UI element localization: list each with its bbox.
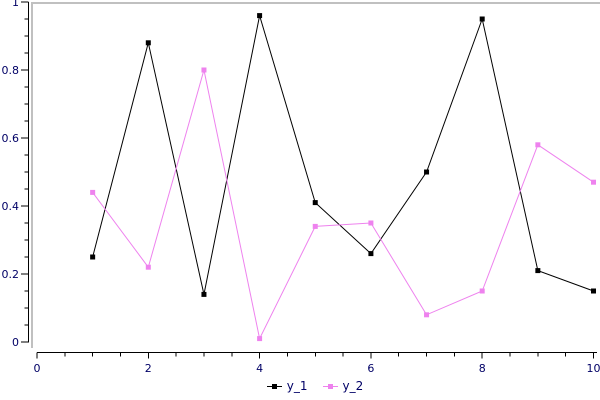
series-y_1-marker — [145, 40, 151, 46]
x-tick-label: 0 — [34, 362, 41, 375]
x-tick-label: 2 — [145, 362, 152, 375]
series-y_2-marker — [90, 189, 96, 195]
series-y_2-line — [92, 69, 594, 341]
y-tick-label: 1 — [12, 0, 19, 9]
canvas-frame-top-border — [31, 2, 600, 4]
series-y_1-marker — [257, 13, 263, 19]
series-y_1-marker — [90, 254, 96, 260]
y-tick-label: 0.4 — [2, 200, 20, 213]
series-y_2-marker — [257, 336, 263, 342]
x-tick-label: 8 — [479, 362, 486, 375]
series-y_2-marker — [201, 67, 207, 73]
chart-legend: y_1 y_2 — [0, 379, 600, 393]
canvas-frame-left-border — [31, 2, 33, 348]
series-y_1-marker — [591, 288, 596, 294]
y-tick-label: 0.8 — [2, 64, 20, 77]
series-y_2-marker — [479, 288, 485, 294]
series-y_2-marker — [368, 220, 374, 226]
series-y_1 — [90, 13, 596, 297]
tick-labels: 0 2 4 6 8 10 0 0.2 0.4 0.6 0.8 1 — [2, 0, 600, 375]
y-tick-label: 0.6 — [2, 132, 20, 145]
series-y_2-marker — [145, 264, 151, 270]
series-y_1-marker — [312, 200, 318, 206]
series-y_1-marker — [368, 251, 374, 257]
legend-item-y_1: y_1 — [266, 379, 308, 393]
axes — [21, 1, 597, 359]
series-y_1-marker — [424, 169, 430, 175]
series-y_2-marker — [424, 312, 430, 318]
series-y_2-marker — [591, 179, 596, 185]
series-y_2 — [90, 67, 596, 342]
legend-label-y_2: y_2 — [342, 379, 364, 393]
series-y_2-marker — [312, 223, 318, 229]
series-y_1-line — [92, 15, 594, 295]
series-y_1-marker — [535, 268, 541, 274]
legend-item-y_2: y_2 — [322, 379, 364, 393]
series-y_1-marker — [201, 291, 207, 297]
x-tick-label: 10 — [587, 362, 600, 375]
y-tick-label: 0 — [12, 336, 19, 349]
series-y_2-marker — [535, 142, 541, 148]
x-tick-label: 6 — [367, 362, 374, 375]
legend-marker-y_2 — [322, 383, 338, 389]
legend-marker-y_1 — [266, 383, 282, 389]
legend-label-y_1: y_1 — [286, 379, 308, 393]
y-tick-label: 0.2 — [2, 268, 20, 281]
series-y_1-marker — [479, 16, 485, 22]
x-tick-label: 4 — [256, 362, 263, 375]
